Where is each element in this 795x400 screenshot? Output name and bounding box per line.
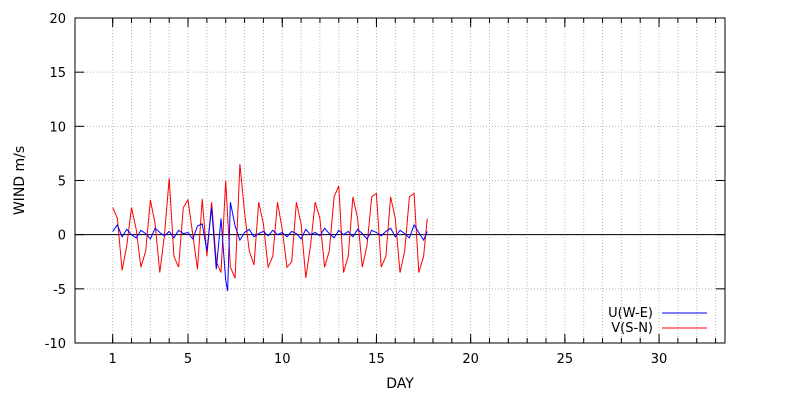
x-axis-title: DAY [386,376,414,392]
x-tick-label: 25 [557,352,574,367]
series-layer [112,164,428,292]
legend-label-u-w-e: U(W-E) [608,306,653,321]
y-tick-label: 15 [49,66,66,81]
x-tick-label: 30 [651,352,668,367]
ticks [75,17,725,344]
y-tick-label: -10 [45,337,66,352]
series-line-v-s-n [112,164,428,279]
x-tick-label: 15 [368,352,385,367]
x-tick-label: 5 [184,352,192,367]
grid [75,17,725,344]
y-axis-title: WIND m/s [12,146,28,215]
y-tick-label: 0 [58,229,66,244]
legend: U(W-E)V(S-N) [608,306,707,336]
y-tick-label: -5 [53,283,66,298]
y-tick-label: 10 [49,120,66,135]
x-tick-label: 10 [274,352,291,367]
y-tick-label: 20 [49,12,66,27]
series-line-u-w-e [112,202,428,292]
legend-label-v-s-n: V(S-N) [611,321,653,336]
x-tick-label: 1 [109,352,117,367]
x-tick-label: 20 [462,352,479,367]
y-tick-label: 5 [58,175,66,190]
